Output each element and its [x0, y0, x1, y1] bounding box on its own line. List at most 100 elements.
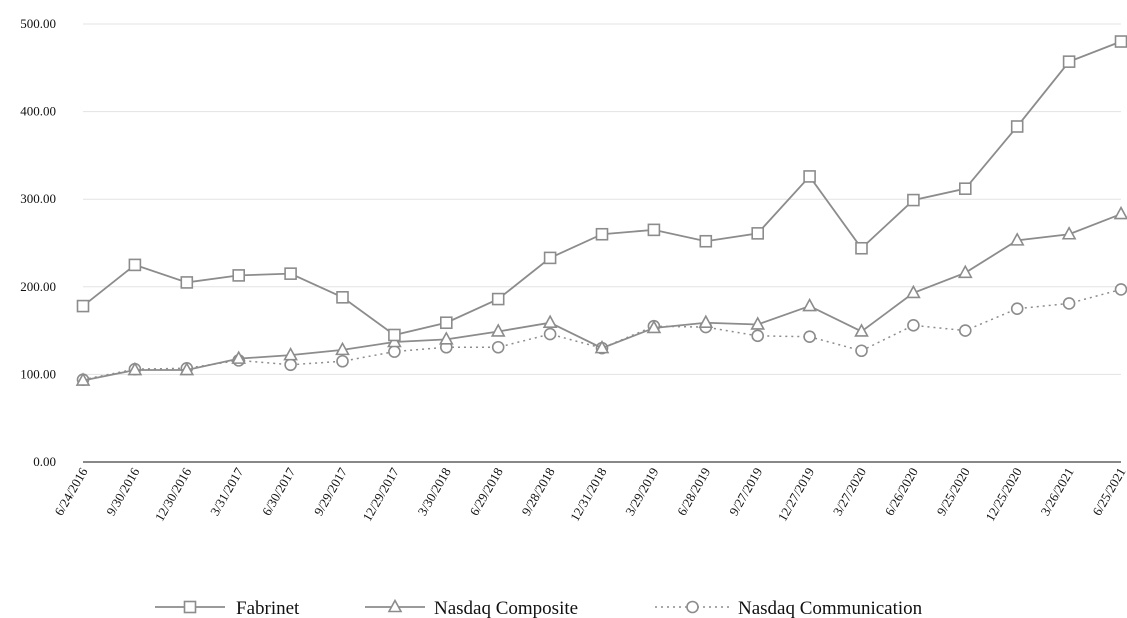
data-point-circle	[336, 354, 349, 368]
x-tick-label: 9/29/2017	[311, 465, 351, 519]
legend: Fabrinet Nasdaq Composite Nasdaq Communica…	[155, 598, 923, 618]
data-point-triangle	[1061, 226, 1077, 240]
x-tick-label: 3/27/2020	[830, 465, 869, 518]
x-axis-ticks: 6/24/2016 9/30/2016 12/30/2016 3/31/2017 6/3…	[51, 465, 1127, 524]
data-point-square	[699, 234, 713, 248]
data-point-circle	[284, 358, 297, 372]
data-point-circle	[543, 327, 557, 341]
data-point-square	[595, 227, 609, 241]
x-tick-label: 3/29/2019	[622, 465, 661, 518]
x-tick-label: 12/29/2017	[359, 465, 402, 524]
x-tick-label: 12/27/2019	[775, 465, 818, 524]
y-tick-label: 100.00	[20, 366, 56, 381]
x-tick-label: 6/25/2021	[1089, 465, 1127, 518]
legend-label: Nasdaq Communication	[738, 598, 923, 618]
data-point-triangle	[646, 319, 662, 334]
legend-label: Nasdaq Composite	[434, 598, 578, 618]
x-tick-label: 6/30/2017	[259, 465, 299, 519]
data-point-square	[180, 276, 194, 289]
y-tick-label: 400.00	[20, 104, 56, 119]
data-point-triangle	[127, 361, 143, 376]
data-point-square	[1010, 120, 1024, 133]
x-tick-label: 3/31/2017	[207, 465, 247, 519]
data-point-square	[855, 241, 868, 255]
data-point-triangle	[490, 323, 506, 337]
data-point-square	[1062, 55, 1076, 68]
x-tick-label: 6/28/2019	[674, 465, 713, 518]
y-axis-ticks: 0.00 100.00 200.00 300.00 400.00 500.00	[20, 16, 56, 469]
data-point-square	[232, 269, 245, 282]
x-tick-label: 12/30/2016	[152, 465, 195, 524]
data-point-square	[183, 600, 197, 614]
data-point-circle	[491, 340, 505, 354]
x-tick-label: 6/29/2018	[466, 465, 505, 518]
data-point-square	[907, 193, 920, 207]
x-tick-label: 9/27/2019	[726, 465, 765, 518]
series-nasdaq-communication	[76, 283, 1127, 386]
data-point-triangle	[854, 323, 869, 337]
x-tick-label: 6/24/2016	[51, 465, 91, 519]
data-point-triangle	[283, 346, 298, 361]
x-tick-label: 9/30/2016	[103, 465, 143, 519]
series-fabrinet	[76, 35, 1127, 342]
legend-item: Fabrinet	[155, 598, 300, 618]
data-point-triangle	[335, 341, 350, 356]
data-point-circle	[388, 345, 401, 358]
x-tick-label: 3/30/2018	[415, 465, 454, 518]
data-point-circle	[1010, 302, 1024, 316]
gridlines	[83, 23, 1121, 375]
x-tick-label: 12/25/2020	[982, 465, 1025, 524]
data-point-square	[1114, 35, 1127, 48]
series-group	[75, 35, 1127, 386]
data-point-triangle	[75, 372, 91, 386]
data-point-circle	[958, 324, 972, 337]
data-point-circle	[907, 319, 920, 332]
data-point-circle	[855, 344, 868, 358]
y-tick-label: 200.00	[20, 279, 56, 294]
y-tick-label: 300.00	[20, 191, 56, 206]
x-tick-label: 9/28/2018	[518, 465, 557, 518]
data-point-triangle	[594, 339, 610, 354]
x-tick-label: 3/26/2021	[1037, 465, 1076, 518]
data-point-circle	[751, 329, 765, 343]
data-point-triangle	[802, 297, 817, 312]
series-line	[82, 288, 1122, 381]
data-point-triangle	[1113, 205, 1127, 220]
data-point-triangle	[906, 284, 921, 299]
data-point-triangle	[438, 331, 454, 345]
data-point-triangle	[698, 314, 714, 329]
data-point-square	[543, 251, 557, 265]
data-point-square	[751, 227, 765, 240]
legend-item: Nasdaq Communication	[655, 598, 923, 618]
data-point-square	[336, 291, 349, 304]
data-point-circle	[803, 330, 816, 344]
x-tick-label: 12/31/2018	[567, 465, 610, 524]
data-point-triangle	[1009, 232, 1025, 246]
data-point-triangle	[387, 598, 403, 613]
data-point-square	[803, 170, 816, 183]
data-point-triangle	[750, 316, 766, 330]
data-point-square	[284, 267, 297, 280]
legend-label: Fabrinet	[236, 598, 300, 618]
x-tick-label: 9/25/2020	[934, 465, 973, 518]
data-point-circle	[1114, 283, 1127, 296]
data-point-square	[439, 316, 453, 330]
series-nasdaq-composite	[75, 205, 1127, 386]
data-point-circle	[1062, 297, 1076, 310]
x-tick-label: 6/26/2020	[882, 465, 921, 518]
data-point-square	[128, 258, 142, 272]
data-point-triangle	[231, 350, 247, 364]
data-point-square	[647, 223, 661, 237]
data-point-square	[76, 299, 90, 313]
data-point-square	[388, 328, 401, 342]
data-point-triangle	[542, 314, 558, 329]
data-point-triangle	[957, 264, 973, 279]
data-point-triangle	[179, 361, 195, 376]
y-tick-label: 500.00	[20, 16, 56, 31]
legend-item: Nasdaq Composite	[365, 598, 578, 618]
data-point-square	[491, 292, 505, 306]
data-point-square	[958, 182, 972, 195]
y-tick-label: 0.00	[33, 454, 56, 469]
data-point-circle	[686, 600, 699, 614]
